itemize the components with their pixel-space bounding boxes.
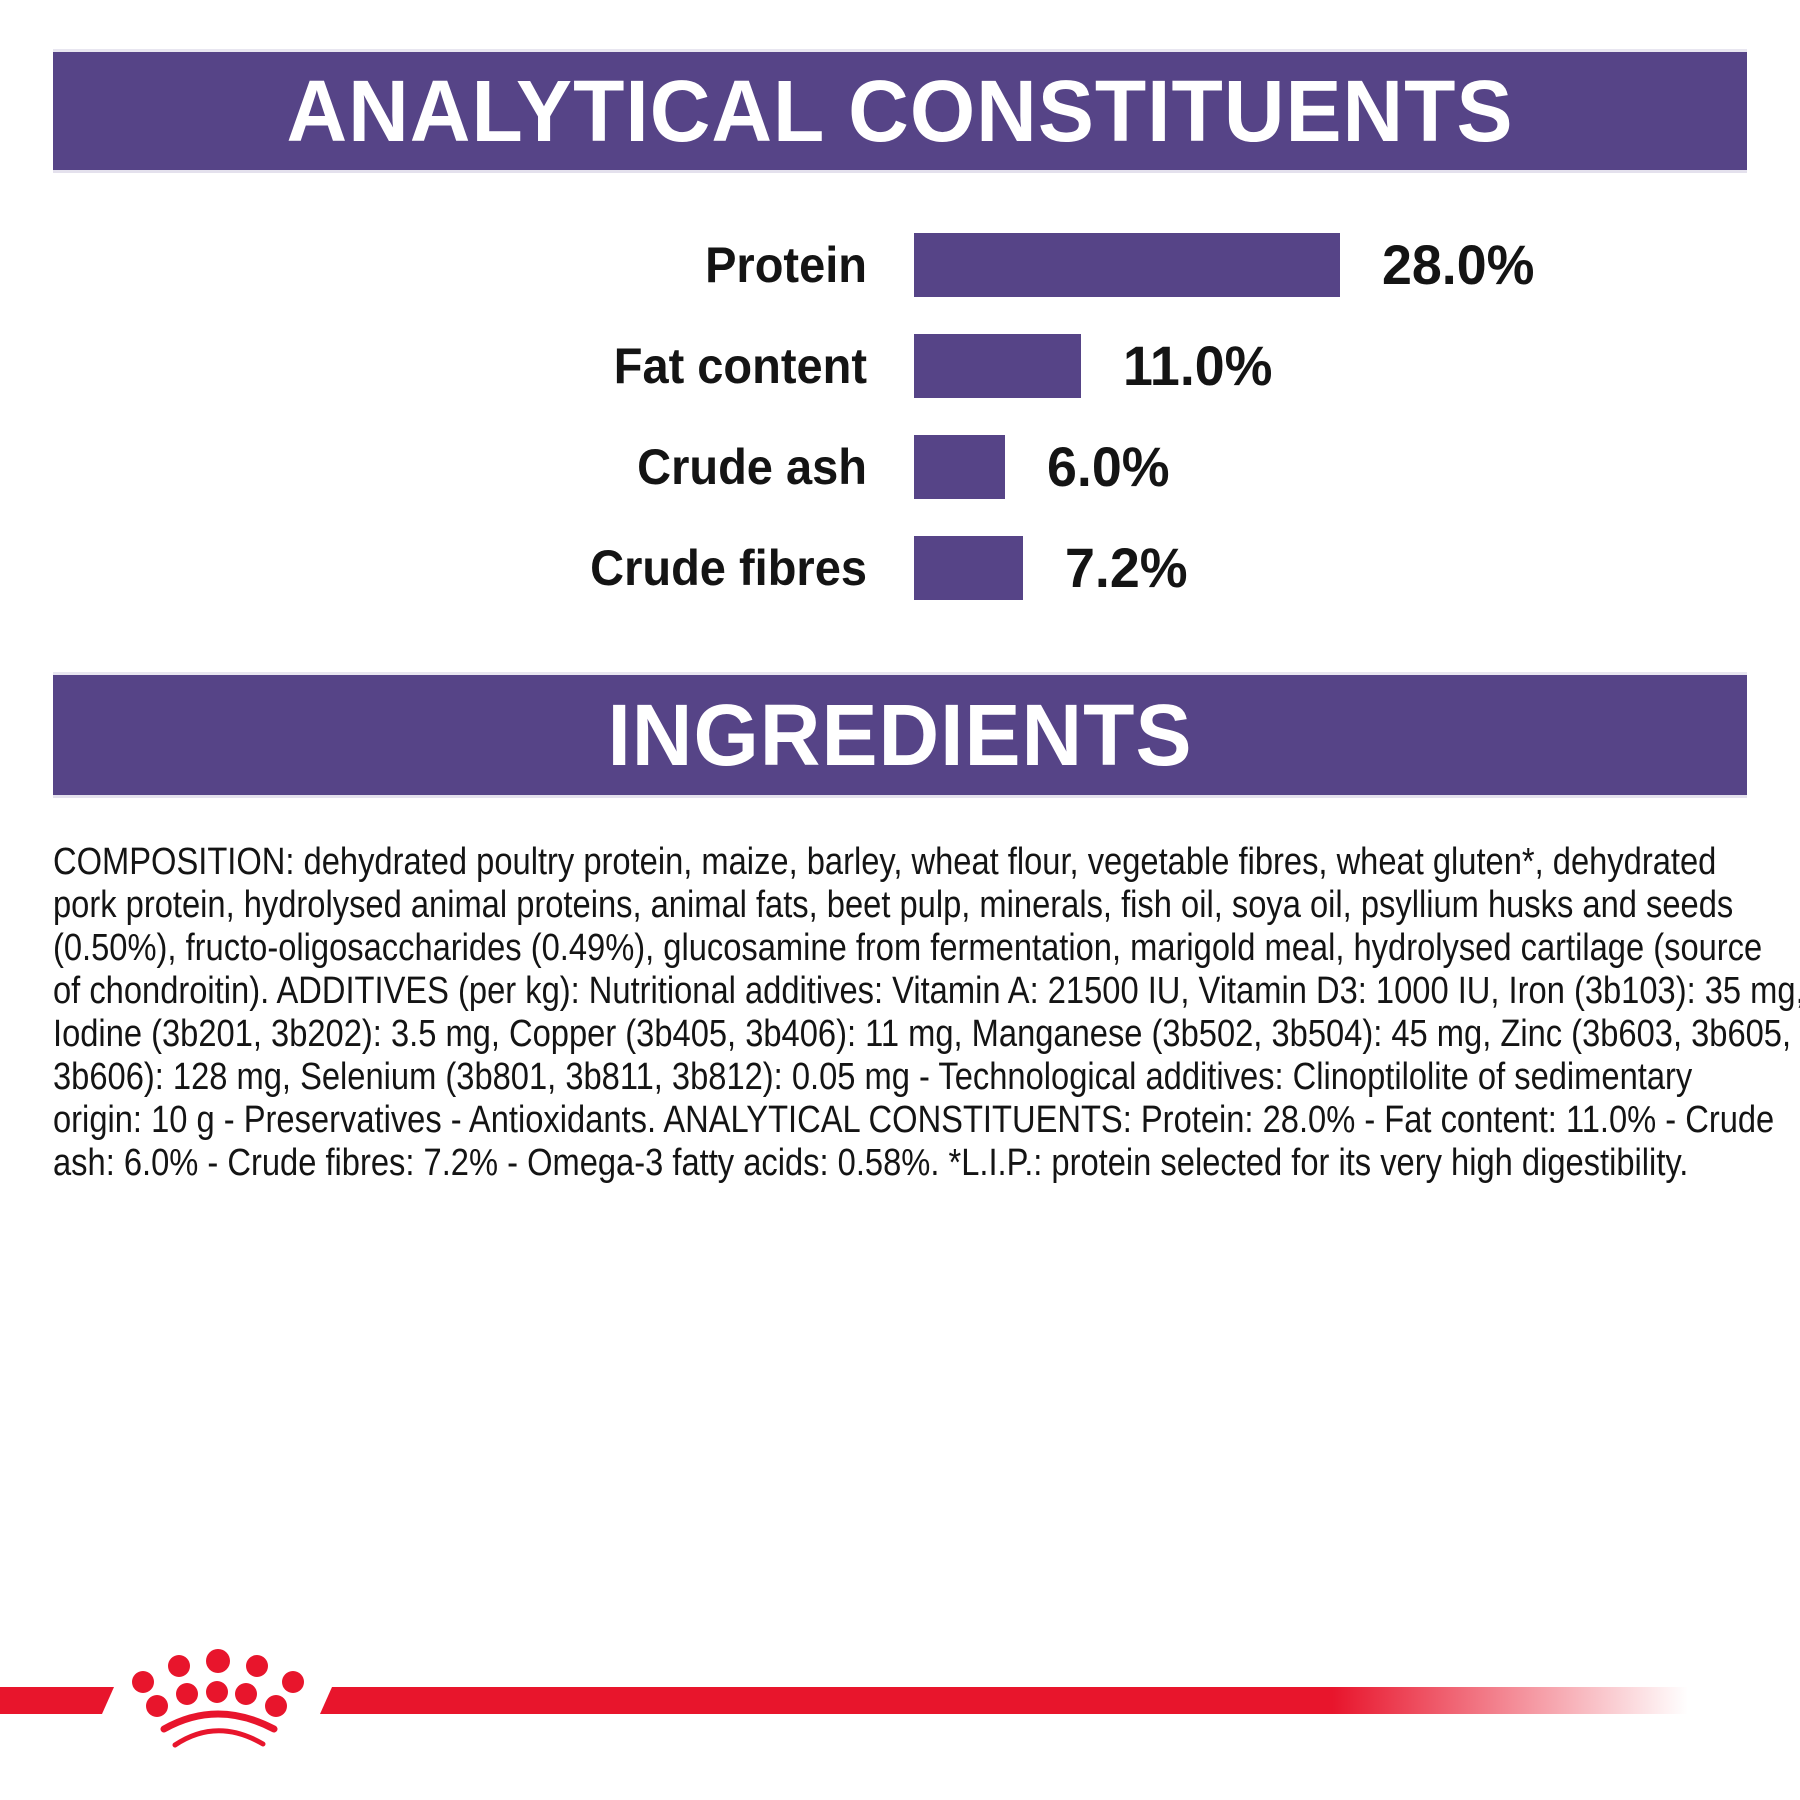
chart-value-label: 6.0% [1047, 435, 1170, 498]
composition-line: of chondroitin). ADDITIVES (per kg): Nut… [53, 970, 1800, 1012]
composition-line: Iodine (3b201, 3b202): 3.5 mg, Copper (3… [53, 1013, 1792, 1055]
analytical-constituents-header: ANALYTICAL CONSTITUENTS [53, 52, 1747, 170]
chart-row: Crude fibres 7.2% [0, 517, 1800, 618]
composition-text: COMPOSITION: dehydrated poultry protein,… [53, 841, 1800, 1185]
ingredients-title: INGREDIENTS [607, 685, 1193, 784]
chart-value-label: 28.0% [1381, 233, 1535, 296]
composition-line: pork protein, hydrolysed animal proteins… [53, 884, 1734, 926]
ingredients-header: INGREDIENTS [53, 675, 1747, 795]
chart-row: Crude ash 6.0% [0, 416, 1800, 517]
brand-underline-right [320, 1687, 1688, 1714]
chart-category-label: Crude ash [637, 438, 867, 495]
chart-bar-protein [914, 232, 1340, 297]
chart-row: Fat content 11.0% [0, 315, 1800, 416]
composition-line: COMPOSITION: dehydrated poultry protein,… [53, 841, 1717, 883]
chart-category-label: Fat content [613, 337, 867, 394]
chart-category-label: Protein [705, 236, 867, 293]
analytical-constituents-title: ANALYTICAL CONSTITUENTS [286, 61, 1514, 160]
chart-value-label: 7.2% [1065, 536, 1188, 599]
chart-row: Protein 28.0% [0, 214, 1800, 315]
chart-value-label: 11.0% [1123, 334, 1273, 397]
chart-bar-fat-content [914, 333, 1082, 398]
composition-line: (0.50%), fructo-oligosaccharides (0.49%)… [53, 927, 1763, 969]
royal-canin-crown-icon [132, 1649, 304, 1748]
composition-line: 3b606): 128 mg, Selenium (3b801, 3b811, … [53, 1056, 1693, 1098]
chart-bar-crude-ash [914, 434, 1006, 499]
composition-line: ash: 6.0% - Crude fibres: 7.2% - Omega-3… [53, 1142, 1689, 1184]
analytical-constituents-chart: Protein 28.0% Fat content 11.0% Crude as… [0, 214, 1800, 618]
chart-bar-crude-fibres [914, 535, 1024, 600]
chart-category-label: Crude fibres [590, 539, 867, 596]
brand-underline-left [0, 1687, 114, 1714]
composition-line: origin: 10 g - Preservatives - Antioxida… [53, 1099, 1775, 1141]
